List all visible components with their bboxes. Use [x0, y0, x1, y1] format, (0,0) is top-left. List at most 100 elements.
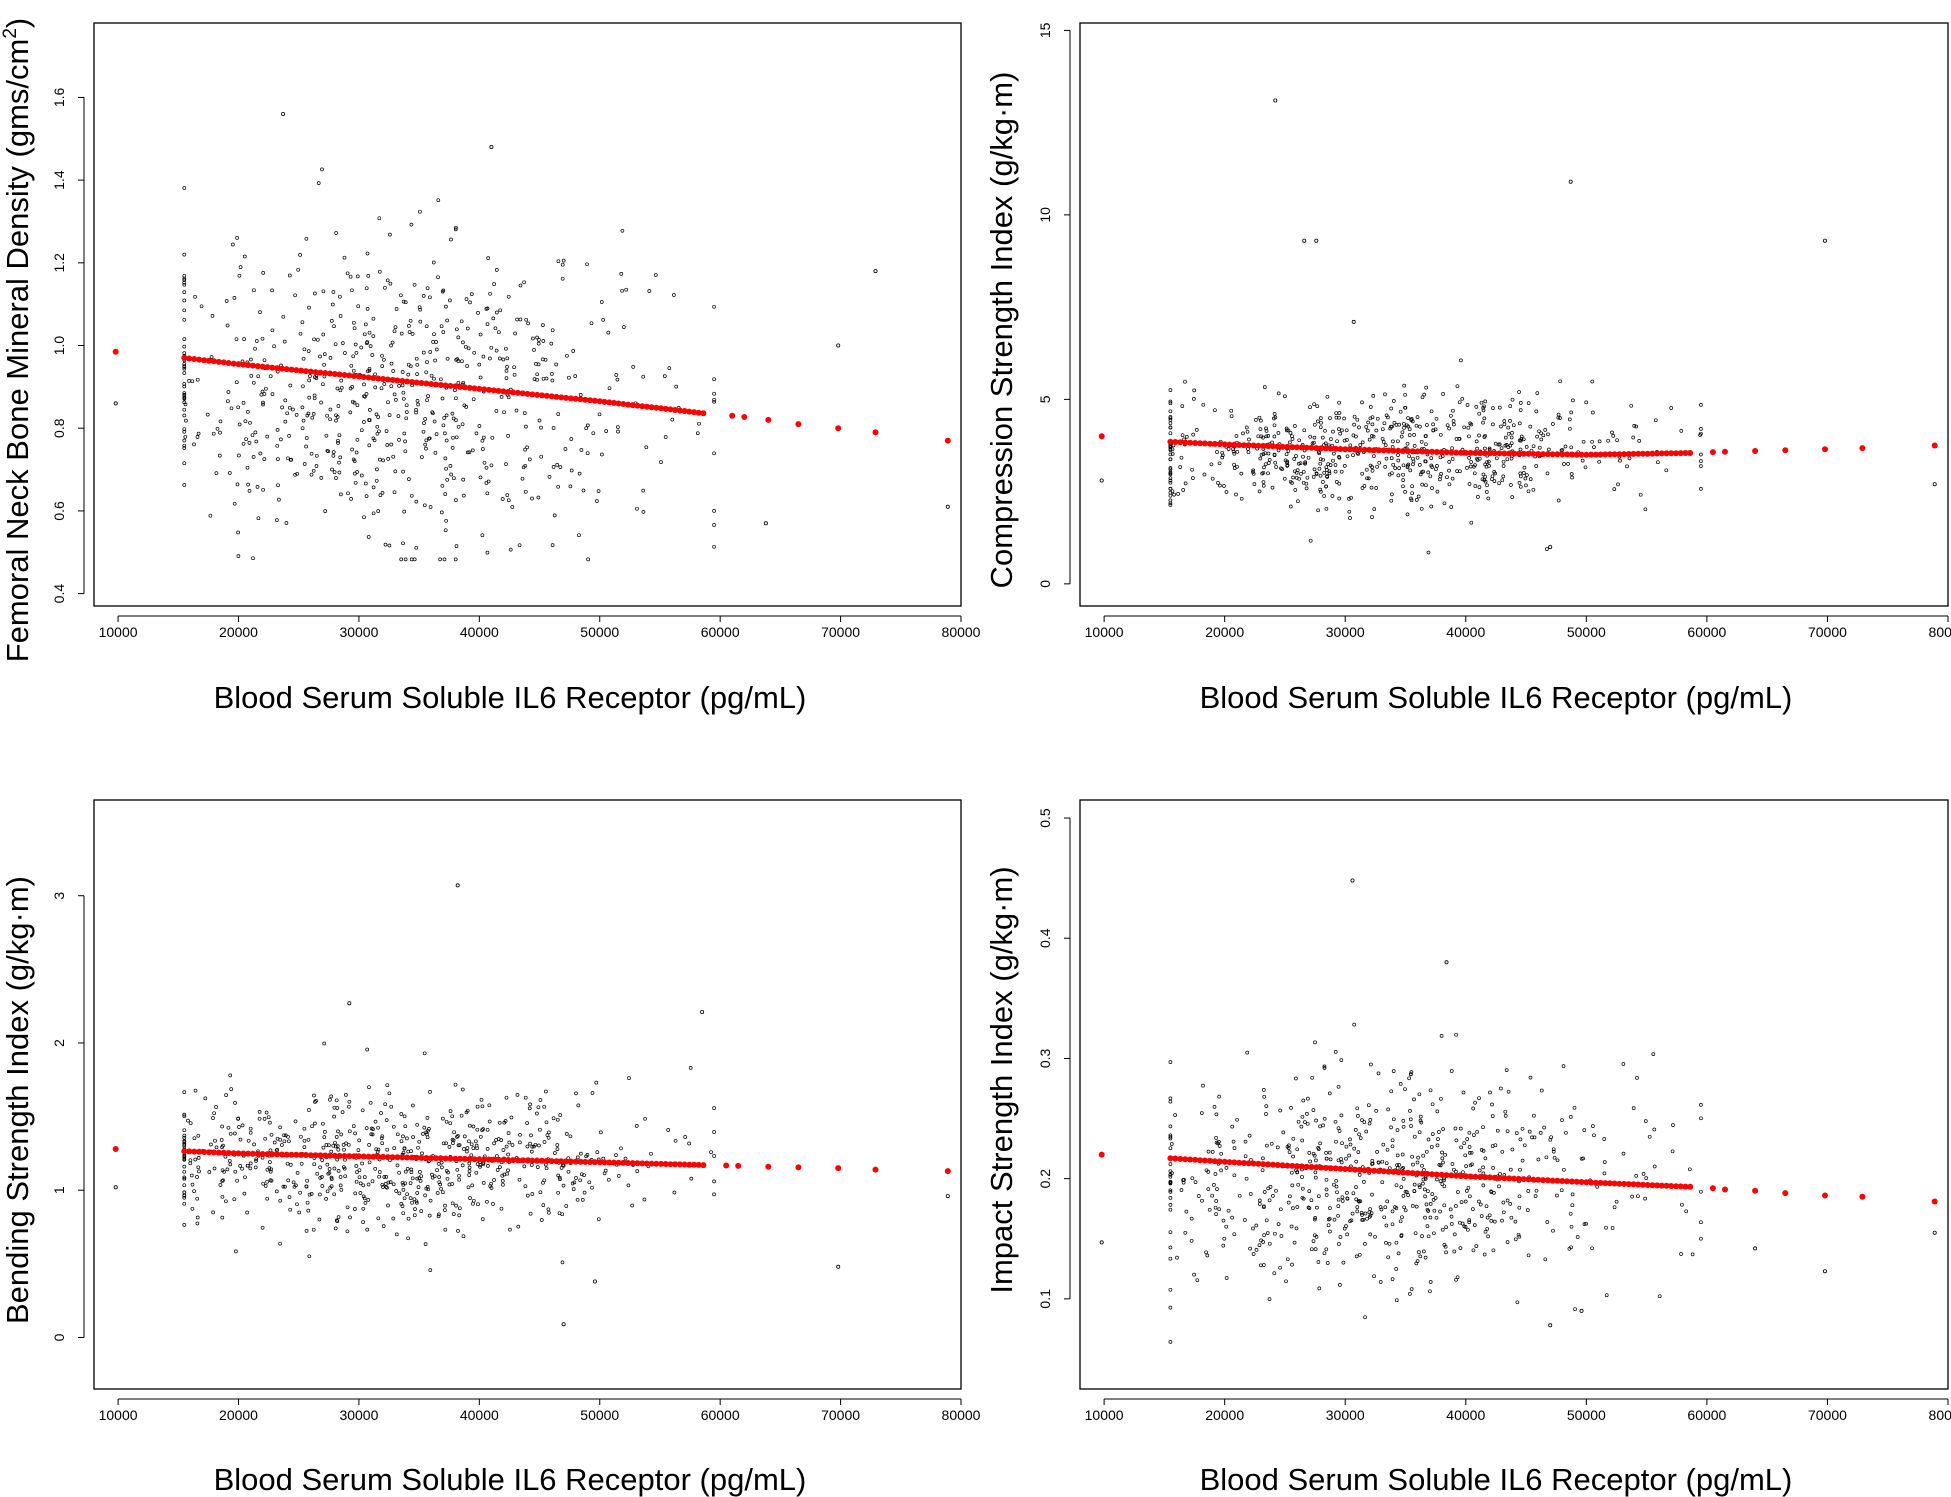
- data-point: [248, 1166, 253, 1171]
- data-point: [477, 362, 482, 367]
- data-point: [1399, 1185, 1404, 1189]
- data-point: [441, 1190, 445, 1195]
- data-point: [674, 384, 679, 389]
- data-point: [353, 1131, 357, 1136]
- fit-point: [1931, 442, 1938, 449]
- data-point: [1394, 1298, 1399, 1303]
- fit-point: [274, 365, 280, 372]
- data-point: [415, 1191, 420, 1195]
- data-point: [1352, 1146, 1357, 1151]
- data-point: [409, 222, 414, 227]
- fit-point: [741, 414, 748, 420]
- data-point: [461, 493, 466, 498]
- data-point: [366, 535, 371, 539]
- fit-point: [1635, 1181, 1642, 1188]
- y-tick-label: 0.3: [1037, 1048, 1053, 1068]
- data-point: [542, 1140, 547, 1144]
- data-point: [1535, 391, 1540, 395]
- data-point: [1232, 1173, 1237, 1178]
- data-point: [492, 1141, 496, 1146]
- data-point: [1465, 466, 1469, 470]
- data-point: [1539, 437, 1544, 442]
- fit-point: [944, 437, 951, 444]
- data-point: [1405, 512, 1410, 517]
- fit-point: [1568, 1178, 1575, 1185]
- data-point: [360, 1108, 365, 1113]
- data-point: [518, 1140, 522, 1145]
- outlier-point: [1273, 98, 1278, 103]
- fit-point: [601, 1159, 608, 1166]
- data-point: [1286, 1146, 1291, 1150]
- data-point: [392, 329, 397, 334]
- fit-point: [1201, 440, 1208, 447]
- data-point: [285, 1161, 290, 1166]
- data-point: [1384, 456, 1389, 461]
- data-point: [339, 1132, 344, 1137]
- data-point: [336, 404, 341, 408]
- data-point: [1217, 461, 1222, 466]
- data-point: [576, 1103, 581, 1108]
- data-point: [1251, 468, 1256, 473]
- data-point: [339, 378, 344, 383]
- fit-point: [1351, 446, 1358, 453]
- data-point: [1490, 477, 1494, 482]
- data-point: [480, 1104, 485, 1109]
- data-point: [499, 1138, 504, 1142]
- data-point: [1316, 1260, 1321, 1264]
- fit-point: [471, 1156, 478, 1163]
- data-point: [596, 489, 601, 493]
- data-point: [504, 346, 508, 351]
- data-point: [478, 1134, 483, 1139]
- data-point: [459, 1113, 464, 1118]
- fit-point: [735, 1162, 742, 1169]
- outlier-point: [1579, 1308, 1584, 1313]
- data-point: [1491, 406, 1495, 410]
- data-point: [263, 1136, 268, 1141]
- data-point: [1401, 478, 1406, 482]
- data-point: [195, 377, 200, 382]
- data-point: [1324, 506, 1329, 511]
- data-point: [332, 1192, 337, 1197]
- data-point: [243, 1175, 247, 1180]
- data-point: [1481, 1149, 1486, 1153]
- data-point: [1246, 450, 1251, 455]
- data-point: [1458, 1126, 1463, 1131]
- data-point: [403, 1169, 408, 1174]
- fit-point: [360, 374, 367, 380]
- data-point: [1316, 1146, 1321, 1150]
- data-point: [1435, 489, 1440, 494]
- data-point: [1485, 1215, 1490, 1220]
- data-point: [462, 1147, 466, 1151]
- data-point: [443, 528, 448, 533]
- data-point: [454, 498, 458, 502]
- data-point: [401, 469, 405, 474]
- data-point: [449, 237, 453, 242]
- data-point: [363, 394, 367, 399]
- fit-point: [495, 387, 502, 394]
- data-point: [1213, 1205, 1218, 1210]
- data-point: [1590, 379, 1595, 384]
- data-point: [1296, 499, 1300, 504]
- data-point: [261, 402, 265, 407]
- fit-point: [1544, 1177, 1551, 1184]
- data-point: [1546, 432, 1550, 437]
- fit-point: [639, 1160, 646, 1167]
- data-point: [659, 460, 663, 464]
- data-point: [1449, 1222, 1454, 1226]
- data-point: [227, 1158, 232, 1163]
- data-point: [1425, 1207, 1430, 1212]
- data-point: [536, 1105, 541, 1110]
- fit-point: [1511, 1175, 1517, 1182]
- data-point: [261, 487, 265, 492]
- data-point: [1323, 428, 1327, 433]
- fit-point: [1371, 1167, 1378, 1174]
- data-point: [1300, 1175, 1304, 1179]
- fit-point: [215, 1149, 222, 1156]
- data-point: [1369, 1062, 1373, 1067]
- data-point: [489, 1181, 493, 1186]
- data-point: [389, 361, 394, 366]
- data-point: [454, 327, 459, 332]
- fit-point: [394, 377, 401, 384]
- fit-point: [428, 381, 435, 387]
